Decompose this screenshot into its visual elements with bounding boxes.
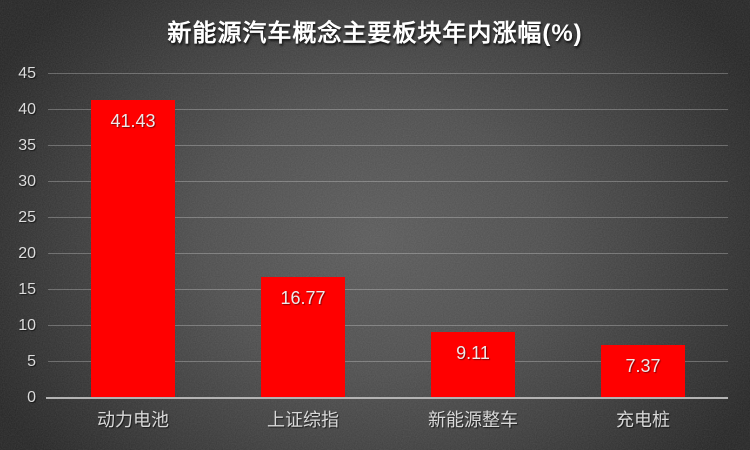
bar-value-label-1: 16.77 [280,288,326,309]
bar-3: 7.37 [601,344,685,398]
gridline-25 [48,217,728,218]
x-axis-line [46,397,728,399]
plot-area: 41.43 16.77 9.11 7.37 [46,73,728,399]
y-tick-label-15: 15 [18,281,36,298]
y-tick-label-45: 45 [18,65,36,82]
x-category-label-2: 新能源整车 [428,410,518,430]
x-category-label-3: 充电桩 [616,410,670,430]
chart-title: 新能源汽车概念主要板块年内涨幅(%) [167,20,583,47]
gridline-20 [48,253,728,254]
bar-0: 41.43 [91,99,175,398]
gridline-5 [48,361,728,362]
bar-value-label-3: 7.37 [625,355,661,376]
x-axis-labels: 动力电池 上证综指 新能源整车 充电桩 [48,406,728,432]
y-tick-label-40: 40 [18,101,36,118]
bar-1: 16.77 [261,277,345,398]
gridline-30 [48,181,728,182]
bar-value-label-0: 41.43 [110,110,156,131]
y-tick-label-5: 5 [27,353,36,370]
y-tick-label-10: 10 [18,317,36,334]
y-tick-label-35: 35 [18,137,36,154]
x-category-label-0: 动力电池 [97,410,169,430]
y-axis-labels: 0 5 10 15 20 25 30 35 40 45 [0,65,40,406]
gridline-35 [48,145,728,146]
gridline-10 [48,325,728,326]
bar-2: 9.11 [431,332,515,398]
gridline-40 [48,109,728,110]
bar-value-label-2: 9.11 [456,343,490,364]
y-tick-label-25: 25 [18,209,36,226]
y-tick-label-20: 20 [18,245,36,262]
x-category-label-1: 上证综指 [267,410,339,430]
gridline-15 [48,289,728,290]
y-tick-label-30: 30 [18,173,36,190]
gridline-45 [48,73,728,74]
y-tick-label-0: 0 [27,389,36,406]
